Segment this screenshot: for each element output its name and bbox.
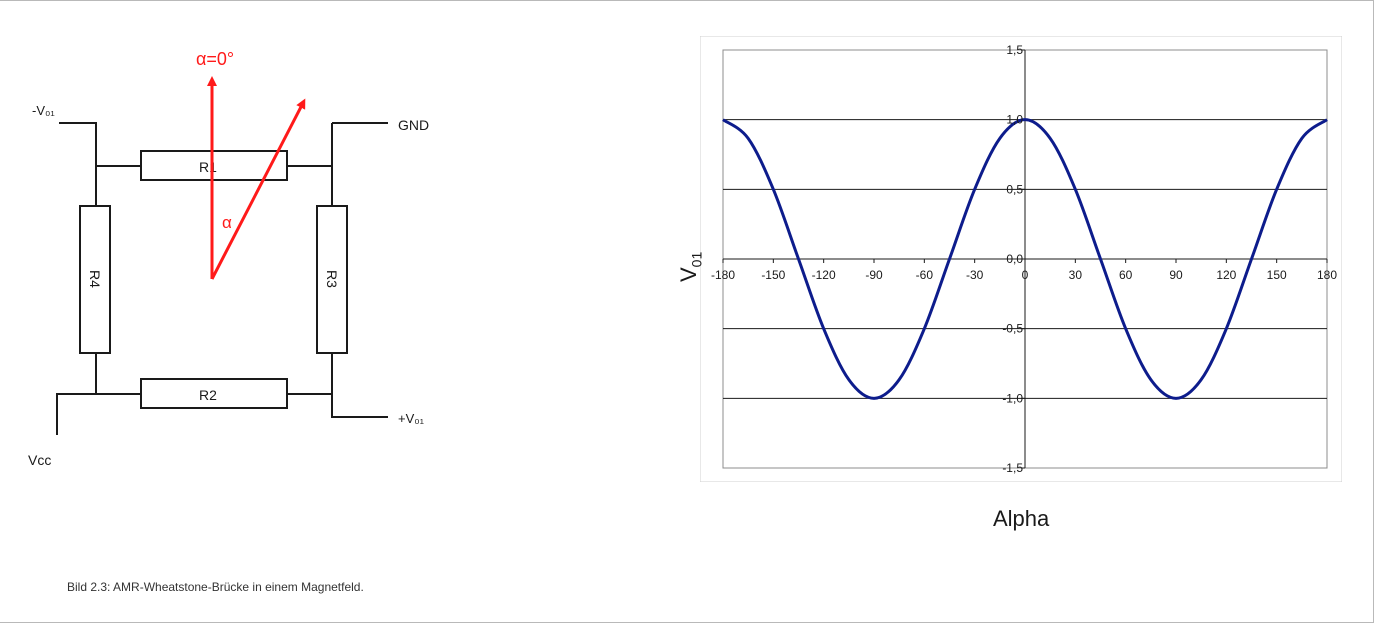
terminal-pos-v01-label: +V₀₁ — [398, 411, 425, 426]
resistor-r1-label: R1 — [199, 159, 217, 175]
wheatstone-bridge-diagram: R1 R2 R4 R3 -V₀₁ GND +V₀₁ Vcc α=0° α — [20, 41, 454, 470]
resistor-r3-label: R3 — [324, 270, 340, 288]
y-tick-label: -1,0 — [1002, 391, 1023, 405]
cosine-chart: 1,5 1,0 0,5 0,0 -0,5 -1,0 -1,5 -180 -150 -120 -90 -… — [699, 35, 1343, 483]
x-tick-label: 60 — [1119, 268, 1133, 282]
x-tick-label: -120 — [812, 268, 836, 282]
resistor-r1 — [140, 150, 288, 181]
y-tick-label: 0,5 — [1006, 182, 1023, 196]
terminal-gnd-label: GND — [398, 117, 429, 133]
x-tick-label: 180 — [1317, 268, 1337, 282]
terminal-neg-v01-label: -V₀₁ — [32, 103, 55, 118]
y-axis-title-sub: 01 — [688, 251, 705, 268]
circuit-svg: R1 R2 R4 R3 -V₀₁ GND +V₀₁ Vcc α=0° α — [28, 49, 429, 468]
resistor-r2 — [140, 378, 288, 409]
x-tick-label: 90 — [1169, 268, 1183, 282]
x-tick-label: -60 — [916, 268, 934, 282]
y-tick-label: 0,0 — [1006, 252, 1023, 266]
y-tick-label: 1,0 — [1006, 113, 1023, 127]
y-axis-title: V01 — [676, 252, 704, 282]
resistor-r4-label: R4 — [87, 270, 103, 288]
angle-alpha-label: α — [222, 213, 232, 232]
y-tick-label: 1,5 — [1006, 43, 1023, 57]
x-tick-label: -180 — [711, 268, 735, 282]
x-tick-label: 0 — [1022, 268, 1029, 282]
x-tick-label: 30 — [1069, 268, 1083, 282]
x-tick-label: -150 — [761, 268, 785, 282]
resistor-r2-label: R2 — [199, 387, 217, 403]
wire-vcc — [56, 393, 96, 435]
terminal-vcc-label: Vcc — [28, 452, 51, 468]
x-tick-label: 120 — [1216, 268, 1236, 282]
angle-zero-label: α=0° — [196, 49, 234, 69]
y-tick-label: -1,5 — [1002, 461, 1023, 475]
resistor-r3 — [316, 205, 348, 354]
arrow-alpha — [210, 98, 306, 280]
y-axis-title-main: V — [676, 267, 701, 282]
resistor-r4 — [79, 205, 111, 354]
x-tick-label: 150 — [1267, 268, 1287, 282]
x-axis-title: Alpha — [993, 506, 1050, 531]
chart-svg: 1,5 1,0 0,5 0,0 -0,5 -1,0 -1,5 -180 -150 -120 -90 -… — [699, 35, 1343, 483]
x-tick-label: -30 — [966, 268, 984, 282]
x-tick-label: -90 — [865, 268, 883, 282]
figure-caption: Bild 2.3: AMR-Wheatstone-Brücke in einem… — [67, 580, 364, 594]
y-tick-label: -0,5 — [1002, 322, 1023, 336]
